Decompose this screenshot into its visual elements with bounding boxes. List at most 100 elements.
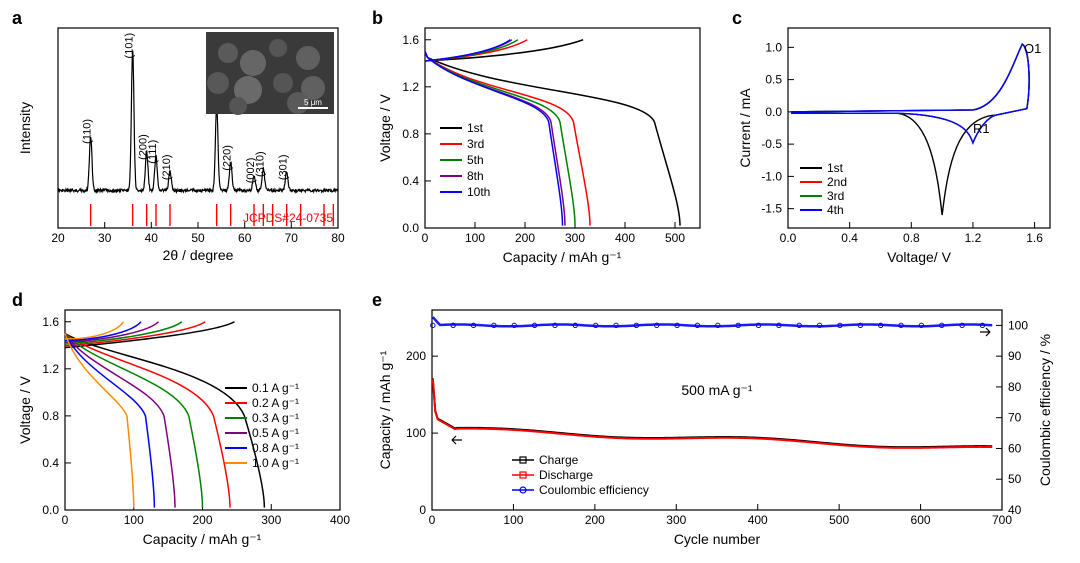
panel-b: b 0100200300400500 0.00.40.81.21.6 Capac… <box>370 8 720 268</box>
panel-c-label: c <box>732 8 742 29</box>
svg-text:Discharge: Discharge <box>539 468 593 482</box>
svg-text:80: 80 <box>1008 380 1022 394</box>
panel-c-xlabel: Voltage/ V <box>887 249 951 265</box>
svg-text:0: 0 <box>419 503 426 517</box>
panel-c-svg: 0.00.40.81.21.6 -1.5-1.0-0.50.00.51.0 Vo… <box>730 8 1070 268</box>
panel-c: c 0.00.40.81.21.6 -1.5-1.0-0.50.00.51.0 … <box>730 8 1070 268</box>
panel-d-ylabel: Voltage / V <box>17 375 33 443</box>
svg-text:300: 300 <box>565 231 585 245</box>
svg-text:200: 200 <box>192 513 212 527</box>
svg-text:1.6: 1.6 <box>402 33 419 47</box>
svg-text:0.1 A g⁻¹: 0.1 A g⁻¹ <box>252 381 299 395</box>
svg-text:50: 50 <box>1008 472 1022 486</box>
svg-text:90: 90 <box>1008 349 1022 363</box>
svg-text:8th: 8th <box>467 169 484 183</box>
panel-d: d 0100200300400 0.00.40.81.21.6 Capacity… <box>10 290 360 550</box>
svg-text:300: 300 <box>261 513 281 527</box>
svg-text:1.0 A g⁻¹: 1.0 A g⁻¹ <box>252 456 299 470</box>
figure-container: a 20 30 40 50 60 70 80 2θ / degree Inten… <box>0 0 1080 563</box>
svg-text:1.6: 1.6 <box>42 315 59 329</box>
svg-text:80: 80 <box>331 231 345 245</box>
panel-e-xlabel: Cycle number <box>674 531 761 547</box>
panel-c-xticks: 0.00.40.81.21.6 <box>780 222 1044 245</box>
panel-a-ylabel: Intensity <box>17 102 33 154</box>
panel-e-yticks-left: 0 100 200 <box>406 349 438 517</box>
svg-text:0.4: 0.4 <box>42 456 59 470</box>
svg-text:Coulombic efficiency: Coulombic efficiency <box>539 483 649 497</box>
svg-text:100: 100 <box>503 513 523 527</box>
svg-text:200: 200 <box>515 231 535 245</box>
panel-a-svg: 20 30 40 50 60 70 80 2θ / degree Intensi… <box>10 8 360 268</box>
sem-scalebar: 5 μm <box>304 98 322 107</box>
svg-text:0.8: 0.8 <box>903 231 920 245</box>
svg-text:1.2: 1.2 <box>42 362 59 376</box>
svg-text:70: 70 <box>1008 411 1022 425</box>
xrd-reference-label: JCPDS#24-0735 <box>243 211 333 225</box>
svg-text:0.4: 0.4 <box>841 231 858 245</box>
svg-text:0: 0 <box>422 231 429 245</box>
panel-b-svg: 0100200300400500 0.00.40.81.21.6 Capacit… <box>370 8 720 268</box>
svg-text:100: 100 <box>1008 318 1028 332</box>
svg-text:(310): (310) <box>254 151 266 177</box>
panel-d-label: d <box>12 290 23 311</box>
svg-text:1.6: 1.6 <box>1026 231 1043 245</box>
panel-d-xlabel: Capacity / mAh g⁻¹ <box>143 531 262 547</box>
panel-e-xticks: 0100200300400500600700 <box>429 504 1013 527</box>
svg-text:100: 100 <box>124 513 144 527</box>
svg-text:0.4: 0.4 <box>402 174 419 188</box>
svg-text:(220): (220) <box>222 145 234 171</box>
panel-a-xlabel: 2θ / degree <box>163 247 234 263</box>
svg-text:3rd: 3rd <box>827 189 844 203</box>
panel-b-ylabel: Voltage / V <box>377 93 393 161</box>
svg-text:100: 100 <box>406 426 426 440</box>
svg-text:60: 60 <box>1008 441 1022 455</box>
panel-b-curves <box>425 40 680 226</box>
arrow-left-icon <box>452 436 462 444</box>
panel-c-yticks: -1.5-1.0-0.50.00.51.0 <box>761 40 794 215</box>
panel-d-legend: 0.1 A g⁻¹0.2 A g⁻¹0.3 A g⁻¹0.5 A g⁻¹0.8 … <box>225 381 299 470</box>
svg-text:200: 200 <box>406 349 426 363</box>
svg-text:-0.5: -0.5 <box>761 137 782 151</box>
svg-text:2nd: 2nd <box>827 175 847 189</box>
svg-text:(111): (111) <box>147 140 159 164</box>
svg-text:0: 0 <box>429 513 436 527</box>
panel-b-label: b <box>372 8 383 29</box>
annotation-R1: R1 <box>973 121 990 136</box>
svg-text:0.8: 0.8 <box>402 127 419 141</box>
svg-text:300: 300 <box>666 513 686 527</box>
svg-text:0.0: 0.0 <box>42 503 59 517</box>
svg-text:1st: 1st <box>467 121 484 135</box>
svg-text:0.0: 0.0 <box>402 221 419 235</box>
svg-text:400: 400 <box>615 231 635 245</box>
svg-text:5th: 5th <box>467 153 484 167</box>
svg-text:600: 600 <box>911 513 931 527</box>
panel-c-ylabel: Current / mA <box>737 88 753 168</box>
svg-text:0.2 A g⁻¹: 0.2 A g⁻¹ <box>252 396 299 410</box>
sem-inset: 5 μm <box>206 32 334 115</box>
panel-d-curves <box>65 322 264 508</box>
svg-text:10th: 10th <box>467 185 490 199</box>
svg-text:(301): (301) <box>278 154 290 180</box>
svg-text:20: 20 <box>51 231 65 245</box>
svg-text:30: 30 <box>98 231 112 245</box>
svg-text:60: 60 <box>238 231 252 245</box>
svg-text:40: 40 <box>1008 503 1022 517</box>
annotation-O1: O1 <box>1024 41 1041 56</box>
svg-text:200: 200 <box>585 513 605 527</box>
svg-text:1st: 1st <box>827 161 844 175</box>
panel-e-annotation: 500 mA g⁻¹ <box>681 382 753 398</box>
svg-text:(110): (110) <box>82 119 94 144</box>
svg-text:0.8: 0.8 <box>42 409 59 423</box>
panel-e-label: e <box>372 290 382 311</box>
svg-text:70: 70 <box>285 231 299 245</box>
arrow-right-icon <box>980 328 990 336</box>
svg-text:-1.0: -1.0 <box>761 169 782 183</box>
panel-a: a 20 30 40 50 60 70 80 2θ / degree Inten… <box>10 8 360 268</box>
svg-text:0.3 A g⁻¹: 0.3 A g⁻¹ <box>252 411 299 425</box>
svg-text:0.5: 0.5 <box>765 73 782 87</box>
svg-text:500: 500 <box>829 513 849 527</box>
svg-text:Charge: Charge <box>539 453 579 467</box>
panel-e-ylabel-right: Coulombic efficiency / % <box>1037 334 1053 486</box>
svg-text:4th: 4th <box>827 203 844 217</box>
svg-text:-1.5: -1.5 <box>761 202 782 216</box>
